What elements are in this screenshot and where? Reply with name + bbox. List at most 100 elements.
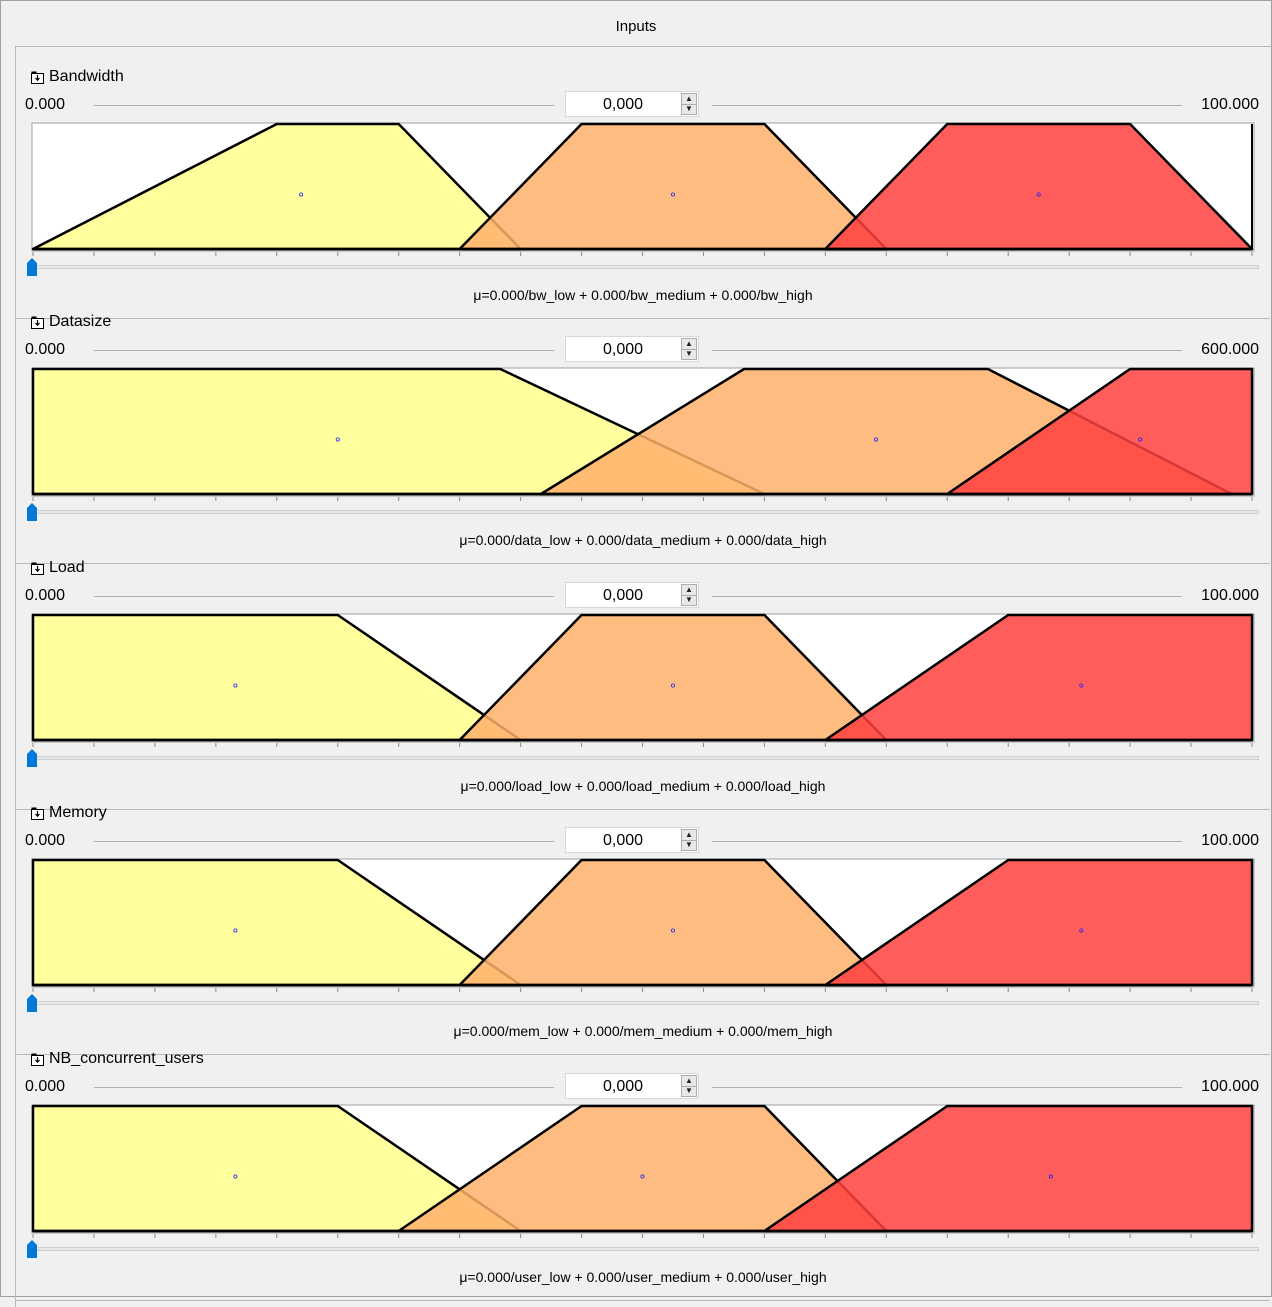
- spin-up-icon[interactable]: ▲: [682, 585, 696, 596]
- membership-readout: μ=0.000/data_low + 0.000/data_medium + 0…: [459, 532, 827, 548]
- spin-up-icon[interactable]: ▲: [682, 830, 696, 841]
- range-max-label: 100.000: [1201, 96, 1259, 113]
- centroid-user_medium: [640, 1174, 645, 1179]
- inputs-groupbox: [15, 46, 1272, 1307]
- header-rule-right: [712, 105, 1182, 106]
- input-variable-load: Load 0.000 0,000 ▲ ▼ 100.000 μ=0.000/loa…: [16, 558, 1270, 810]
- membership-chart-svg: [31, 613, 1255, 743]
- value-spinbox-text[interactable]: 0,000: [602, 587, 644, 604]
- centroid-load_low: [233, 683, 238, 688]
- centroid-data_high: [1138, 437, 1143, 442]
- slider-ticks: [32, 1234, 1253, 1238]
- membership-function-chart: [31, 613, 1255, 747]
- header-rule-left: [94, 1087, 554, 1088]
- variable-header: Memory: [31, 803, 107, 823]
- centroid-bw_high: [1036, 192, 1041, 197]
- range-max-label: 100.000: [1201, 832, 1259, 849]
- variable-name: Datasize: [49, 313, 112, 330]
- slider-handle[interactable]: [27, 994, 37, 1012]
- spin-down-icon[interactable]: ▼: [685, 595, 693, 604]
- variable-header: Bandwidth: [31, 67, 124, 87]
- membership-chart-svg: [31, 858, 1255, 988]
- section-separator: [16, 1300, 1270, 1301]
- spin-buttons: ▲ ▼: [681, 1075, 697, 1097]
- membership-readout: μ=0.000/mem_low + 0.000/mem_medium + 0.0…: [453, 1023, 833, 1039]
- value-slider[interactable]: [31, 1247, 1259, 1251]
- header-rule-left: [94, 105, 554, 106]
- input-variable-memory: Memory 0.000 0,000 ▲ ▼ 100.000 μ=0.000/m…: [16, 803, 1270, 1055]
- value-slider[interactable]: [31, 756, 1259, 760]
- centroid-data_medium: [874, 437, 879, 442]
- slider-ticks: [32, 252, 1253, 256]
- input-variable-icon: [31, 71, 44, 84]
- centroid-load_high: [1079, 683, 1084, 688]
- input-variable-bandwidth: Bandwidth 0.000 0,000 ▲ ▼ 100.000 μ=0.00…: [16, 67, 1270, 319]
- header-rule-right: [712, 596, 1182, 597]
- membership-readout: μ=0.000/load_low + 0.000/load_medium + 0…: [460, 778, 826, 794]
- value-spinbox[interactable]: 0,000 ▲ ▼: [565, 1073, 699, 1099]
- membership-chart-svg: [31, 367, 1255, 497]
- section-separator: [16, 1054, 1270, 1055]
- centroid-mem_high: [1079, 928, 1084, 933]
- centroid-user_high: [1048, 1174, 1053, 1179]
- spin-buttons: ▲ ▼: [681, 829, 697, 851]
- header-rule-right: [712, 841, 1182, 842]
- centroid-mem_medium: [670, 928, 675, 933]
- variable-name: Bandwidth: [49, 68, 124, 85]
- slider-handle[interactable]: [27, 1240, 37, 1258]
- membership-function-chart: [31, 367, 1255, 501]
- value-slider[interactable]: [31, 1001, 1259, 1005]
- input-variable-icon: [31, 1053, 44, 1066]
- spin-up-icon[interactable]: ▲: [682, 94, 696, 105]
- centroid-bw_medium: [670, 192, 675, 197]
- header-rule-left: [94, 596, 554, 597]
- value-spinbox-text[interactable]: 0,000: [602, 832, 644, 849]
- value-spinbox[interactable]: 0,000 ▲ ▼: [565, 336, 699, 362]
- input-variable-nb_concurrent_users: NB_concurrent_users 0.000 0,000 ▲ ▼ 100.…: [16, 1049, 1270, 1301]
- variable-name: Load: [49, 559, 85, 576]
- spin-down-icon[interactable]: ▼: [685, 104, 693, 113]
- membership-function-chart: [31, 122, 1255, 256]
- spin-down-icon[interactable]: ▼: [685, 1086, 693, 1095]
- section-separator: [16, 809, 1270, 810]
- slider-handle[interactable]: [27, 503, 37, 521]
- membership-function-chart: [31, 858, 1255, 992]
- value-spinbox[interactable]: 0,000 ▲ ▼: [565, 91, 699, 117]
- slider-ticks: [32, 743, 1253, 747]
- header-rule-left: [94, 841, 554, 842]
- range-min-label: 0.000: [25, 96, 66, 113]
- input-variable-datasize: Datasize 0.000 0,000 ▲ ▼ 600.000 μ=0.000…: [16, 312, 1270, 564]
- slider-handle[interactable]: [27, 749, 37, 767]
- spin-up-icon[interactable]: ▲: [682, 339, 696, 350]
- centroid-user_low: [233, 1174, 238, 1179]
- centroid-data_low: [335, 437, 340, 442]
- membership-function-chart: [31, 1104, 1255, 1238]
- centroid-mem_low: [233, 928, 238, 933]
- slider-handle[interactable]: [27, 258, 37, 276]
- slider-ticks: [32, 988, 1253, 992]
- range-min-label: 0.000: [25, 1078, 66, 1095]
- spin-buttons: ▲ ▼: [681, 584, 697, 606]
- spin-down-icon[interactable]: ▼: [685, 349, 693, 358]
- spin-up-icon[interactable]: ▲: [682, 1076, 696, 1087]
- centroid-load_medium: [670, 683, 675, 688]
- variable-name: NB_concurrent_users: [49, 1050, 204, 1067]
- value-spinbox[interactable]: 0,000 ▲ ▼: [565, 582, 699, 608]
- value-slider[interactable]: [31, 510, 1259, 514]
- spin-buttons: ▲ ▼: [681, 93, 697, 115]
- value-spinbox-text[interactable]: 0,000: [602, 1078, 644, 1095]
- spin-down-icon[interactable]: ▼: [685, 840, 693, 849]
- section-separator: [16, 318, 1270, 319]
- value-spinbox-text[interactable]: 0,000: [602, 96, 644, 113]
- membership-readout: μ=0.000/bw_low + 0.000/bw_medium + 0.000…: [473, 287, 813, 303]
- value-spinbox-text[interactable]: 0,000: [602, 341, 644, 358]
- range-min-label: 0.000: [25, 832, 66, 849]
- variable-header: NB_concurrent_users: [31, 1049, 204, 1069]
- header-rule-left: [94, 350, 554, 351]
- membership-readout: μ=0.000/user_low + 0.000/user_medium + 0…: [459, 1269, 827, 1285]
- membership-chart-svg: [31, 1104, 1255, 1234]
- header-rule-right: [712, 1087, 1182, 1088]
- group-title: Inputs: [615, 18, 657, 35]
- value-slider[interactable]: [31, 265, 1259, 269]
- value-spinbox[interactable]: 0,000 ▲ ▼: [565, 827, 699, 853]
